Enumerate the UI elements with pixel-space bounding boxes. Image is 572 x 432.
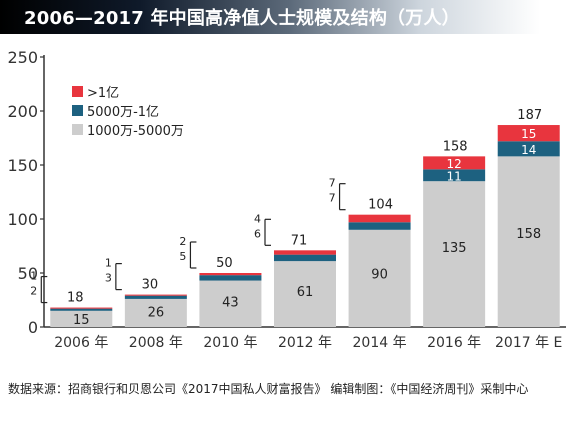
bar-segment-over-1yi: [274, 250, 336, 255]
bar-segment-1000w-5000w: [124, 298, 187, 327]
bar-segment-over-1yi: [497, 125, 560, 142]
annotation-label: 2: [179, 235, 186, 248]
source-note: 数据来源：招商银行和贝恩公司《2017中国私人财富报告》 编辑制图：《中国经济周…: [8, 382, 529, 396]
legend-label: >1亿: [87, 86, 119, 101]
bar-segment-1000w-5000w: [423, 181, 486, 327]
annotation-label: 7: [329, 192, 336, 205]
bar-segment-5000w-1yi: [199, 275, 262, 281]
bar-value-label: 61: [297, 285, 314, 300]
x-tick-label: 2016 年: [427, 335, 481, 351]
x-tick-label: 2006 年: [54, 335, 108, 351]
bar-segment-5000w-1yi: [274, 254, 336, 262]
legend-swatch-over-1yi: [72, 86, 83, 97]
x-tick-label: 2017 年 E: [495, 335, 562, 351]
bar-value-label: 11: [447, 169, 462, 183]
bar-segment-1000w-5000w: [274, 261, 336, 327]
bar-value-label: 26: [148, 306, 165, 321]
annotation-label: 4: [254, 212, 261, 225]
bar-value-label: 15: [521, 127, 536, 141]
annotation-label: 7: [329, 177, 336, 190]
bar-total-label: 50: [216, 256, 233, 271]
bar-value-label: 14: [521, 143, 536, 157]
title-bar: 2006—2017 年中国高净值人士规模及结构（万人）: [0, 0, 572, 34]
annotation-label: 5: [179, 250, 186, 263]
bar-value-label: 15: [73, 313, 90, 328]
bar-segment-5000w-1yi: [348, 222, 411, 230]
bar-value-label: 43: [222, 295, 239, 310]
bar-segment-1000w-5000w: [50, 310, 113, 327]
bar-segment-5000w-1yi: [423, 169, 486, 182]
bar-segment-1000w-5000w: [199, 280, 262, 327]
y-tick-label: 50: [18, 264, 38, 283]
bar-total-label: 30: [142, 278, 159, 293]
y-tick-label: 200: [7, 102, 38, 121]
x-tick-label: 2012 年: [278, 335, 332, 351]
bar-value-label: 90: [371, 268, 388, 283]
bar-segment-over-1yi: [199, 273, 262, 276]
bar-segment-5000w-1yi: [50, 308, 113, 311]
bar-segment-1000w-5000w: [348, 229, 411, 327]
x-tick-label: 2014 年: [353, 335, 407, 351]
bar-total-label: 18: [67, 291, 84, 306]
y-tick-label: 250: [7, 48, 38, 67]
bar-segment-over-1yi: [348, 214, 411, 223]
chart-title: 2006—2017 年中国高净值人士规模及结构（万人）: [24, 8, 460, 29]
annotation-label: 3: [105, 272, 112, 285]
y-tick-label: 150: [7, 156, 38, 175]
annotation-label: 2: [30, 285, 37, 298]
y-tick-label: 0: [28, 318, 38, 337]
bar-segment-over-1yi: [50, 307, 113, 309]
bar-total-label: 187: [517, 108, 542, 123]
bar-segment-1000w-5000w: [497, 156, 560, 327]
bar-value-label: 158: [516, 227, 541, 242]
bar-total-label: 71: [291, 233, 308, 248]
bar-value-label: 12: [447, 157, 462, 171]
legend-label: 5000万-1亿: [87, 105, 159, 120]
legend-swatch-1000w-5000w: [72, 124, 83, 135]
bar-segment-over-1yi: [124, 294, 187, 296]
annotation-label: 1: [30, 270, 37, 283]
annotation-label: 1: [105, 257, 112, 270]
x-tick-label: 2010 年: [203, 335, 257, 351]
bar-segment-5000w-1yi: [497, 141, 560, 157]
legend-swatch-5000w-1yi: [72, 105, 83, 116]
bar-total-label: 158: [443, 139, 468, 154]
annotation-label: 6: [254, 227, 261, 240]
bar-value-label: 135: [442, 241, 467, 256]
bar-total-label: 104: [368, 198, 393, 213]
bar-segment-5000w-1yi: [124, 295, 187, 299]
x-tick-label: 2008 年: [129, 335, 183, 351]
y-tick-label: 100: [7, 210, 38, 229]
bar-segment-over-1yi: [423, 156, 486, 170]
legend-label: 1000万-5000万: [87, 124, 184, 139]
